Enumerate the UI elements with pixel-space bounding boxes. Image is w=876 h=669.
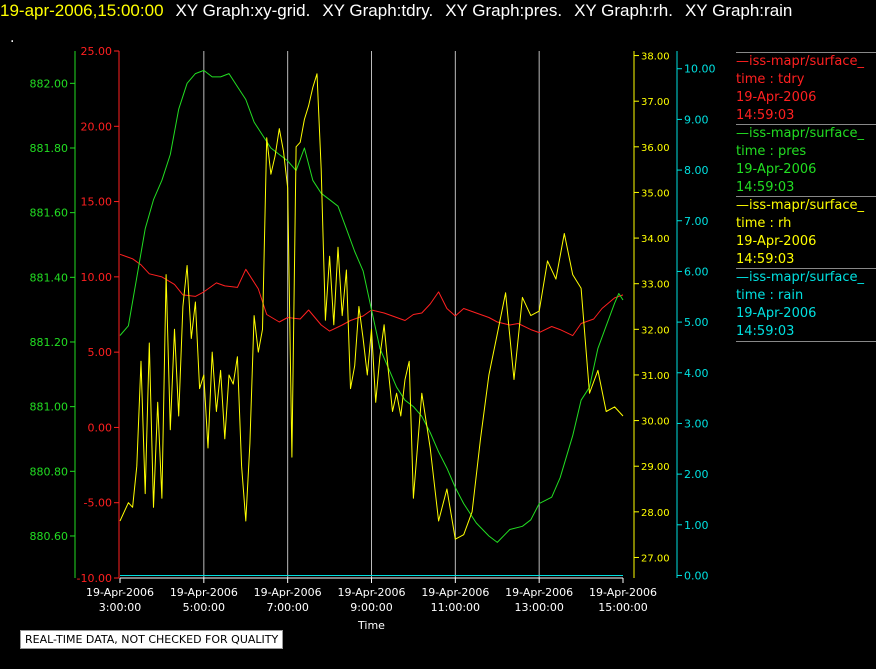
rh-tick-label-8: 35.00: [641, 188, 670, 199]
rh-tick-label-3: 30.00: [641, 417, 670, 428]
rain-tick-label-1: 1.00: [684, 519, 709, 532]
tdry-tick-label-1: -5.00: [84, 497, 112, 510]
pres-tick-label-7: 882.00: [30, 77, 69, 90]
rain-tick-label-6: 6.00: [684, 265, 709, 278]
rh-tick-label-9: 36.00: [641, 143, 670, 154]
tdry-tick-label-4: 10.00: [81, 271, 113, 284]
legend-var-tdry: time : tdry: [736, 72, 805, 87]
rh-tick-label-6: 33.00: [641, 280, 670, 291]
tdry-tick-label-3: 5.00: [88, 346, 113, 359]
rain-tick-label-7: 7.00: [684, 215, 709, 228]
rh-tick-label-5: 32.00: [641, 325, 670, 336]
rh-tick-label-0: 27.00: [641, 553, 670, 564]
series-line-pres: [119, 69, 624, 543]
x-tick-time-0: 3:00:00: [99, 601, 141, 614]
legend-time-rain: 14:59:03: [736, 324, 795, 339]
rh-tick-label-7: 34.00: [641, 234, 670, 245]
legend-line-rh: —iss-mapr/surface_: [736, 198, 865, 213]
tdry-tick-label-7: 25.00: [81, 45, 113, 58]
rain-tick-label-9: 9.00: [684, 113, 709, 126]
graph-title-pres: XY Graph:pres.: [445, 1, 563, 20]
legend-entry-rain: —iss-mapr/surface_ time : rain 19-Apr-20…: [736, 268, 876, 342]
graph-header: 19-apr-2006,15:00:00 XY Graph:xy-grid. XY …: [0, 1, 792, 25]
legend-var-pres: time : pres: [736, 144, 807, 159]
x-tick-time-1: 5:00:00: [183, 601, 225, 614]
rain-tick-label-4: 4.00: [684, 367, 709, 380]
x-tick-date-0: 19-Apr-2006: [86, 586, 154, 599]
x-tick-date-2: 19-Apr-2006: [254, 586, 322, 599]
x-tick-date-1: 19-Apr-2006: [170, 586, 238, 599]
x-tick-date-4: 19-Apr-2006: [421, 586, 489, 599]
pres-tick-label-3: 881.20: [30, 336, 69, 349]
graph-title-rain: XY Graph:rain: [684, 1, 793, 20]
legend-time-tdry: 14:59:03: [736, 108, 795, 123]
rain-tick-label-2: 2.00: [684, 468, 709, 481]
rh-tick-label-4: 31.00: [641, 371, 670, 382]
tdry-tick-label-5: 15.00: [81, 196, 113, 209]
x-tick-time-5: 13:00:00: [514, 601, 563, 614]
x-tick-time-3: 9:00:00: [350, 601, 392, 614]
graph-title-xy-grid: XY Graph:xy-grid.: [175, 1, 311, 20]
rh-tick-label-1: 28.00: [641, 508, 670, 519]
header-timestamp: 19-apr-2006,15:00:00: [0, 1, 164, 20]
legend-entry-tdry: —iss-mapr/surface_ time : tdry 19-Apr-20…: [736, 52, 876, 125]
rain-tick-label-10: 10.00: [684, 63, 716, 76]
legend-date-rh: 19-Apr-2006: [736, 234, 817, 249]
pres-tick-label-1: 880.80: [30, 465, 69, 478]
legend-line-rain: —iss-mapr/surface_: [736, 270, 865, 285]
legend-entry-rh: —iss-mapr/surface_ time : rh 19-Apr-2006…: [736, 196, 876, 269]
tdry-tick-label-0: -10.00: [77, 572, 112, 585]
legend-date-pres: 19-Apr-2006: [736, 162, 817, 177]
rain-tick-label-3: 3.00: [684, 417, 709, 430]
legend-time-pres: 14:59:03: [736, 180, 795, 195]
legend-date-rain: 19-Apr-2006: [736, 306, 817, 321]
tdry-tick-label-2: 0.00: [88, 421, 113, 434]
legend-var-rain: time : rain: [736, 288, 804, 303]
quality-notice: REAL-TIME DATA, NOT CHECKED FOR QUALITY: [20, 630, 284, 649]
pres-tick-label-4: 881.40: [30, 271, 69, 284]
rain-tick-label-5: 5.00: [684, 316, 709, 329]
legend-time-rh: 14:59:03: [736, 252, 795, 267]
series-line-rh: [119, 73, 624, 540]
x-axis-title: Time: [357, 619, 385, 632]
rain-tick-label-8: 8.00: [684, 164, 709, 177]
rh-tick-label-10: 37.00: [641, 97, 670, 108]
marker-dot: .: [10, 30, 15, 46]
pres-tick-label-5: 881.60: [30, 207, 69, 220]
legend-line-pres: —iss-mapr/surface_: [736, 126, 865, 141]
x-tick-time-6: 15:00:00: [598, 601, 647, 614]
pres-tick-label-0: 880.60: [30, 530, 69, 543]
rain-tick-label-0: 0.00: [684, 569, 709, 582]
x-tick-date-5: 19-Apr-2006: [505, 586, 573, 599]
pres-tick-label-2: 881.00: [30, 401, 69, 414]
graph-title-tdry: XY Graph:tdry.: [322, 1, 434, 20]
tdry-tick-label-6: 20.00: [81, 120, 113, 133]
rh-tick-label-2: 29.00: [641, 462, 670, 473]
legend-date-tdry: 19-Apr-2006: [736, 90, 817, 105]
series-line-tdry: [119, 253, 624, 337]
rh-tick-label-11: 38.00: [641, 52, 670, 63]
legend-line-tdry: —iss-mapr/surface_: [736, 54, 865, 69]
legend-entry-pres: —iss-mapr/surface_ time : pres 19-Apr-20…: [736, 124, 876, 197]
pres-tick-label-6: 881.80: [30, 142, 69, 155]
x-tick-time-4: 11:00:00: [431, 601, 480, 614]
x-tick-date-6: 19-Apr-2006: [589, 586, 657, 599]
legend-var-rh: time : rh: [736, 216, 792, 231]
x-tick-date-3: 19-Apr-2006: [337, 586, 405, 599]
graph-title-rh: XY Graph:rh.: [574, 1, 673, 20]
x-tick-time-2: 7:00:00: [266, 601, 308, 614]
